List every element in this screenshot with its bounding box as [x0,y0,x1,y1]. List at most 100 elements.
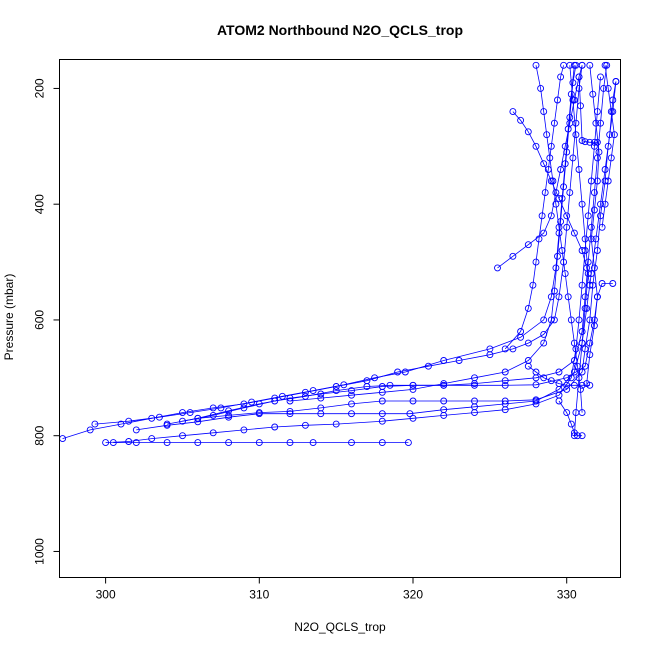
data-point [604,84,612,92]
data-point [587,223,595,231]
data-point [567,316,575,324]
data-point [440,380,448,388]
data-point [575,316,583,324]
data-point [125,438,133,445]
data-point [386,381,394,389]
data-point [209,429,217,437]
data-point [317,394,325,402]
data-point [348,387,355,395]
data-point [606,131,614,139]
series-line-11 [512,111,591,286]
data-point [610,131,618,139]
data-point [538,212,546,220]
y-tick-label: 800 [33,425,47,445]
data-point [348,439,355,447]
data-point [348,410,355,418]
data-point [590,138,598,146]
data-point [563,385,571,393]
data-point [540,339,548,347]
data-point [271,397,279,405]
series-line-7 [182,65,608,422]
data-point [555,194,563,202]
data-point [570,381,578,389]
data-point [378,417,386,425]
data-point [332,420,340,428]
data-point [378,388,386,396]
data-point [555,380,563,388]
data-point [575,166,583,173]
data-point [532,258,540,266]
data-point [597,119,604,127]
data-point [578,137,586,144]
data-point [544,166,552,173]
data-point [547,142,555,150]
data-point [301,392,309,400]
data-point [578,200,586,208]
data-point [532,381,540,389]
data-point [581,247,589,254]
data-point [225,411,233,419]
data-point [570,357,578,364]
data-point [563,223,571,231]
data-point [547,212,555,220]
data-point [586,339,594,347]
data-point [501,397,509,405]
data-point [560,258,568,266]
data-point [163,420,171,428]
y-tick-label: 1000 [33,538,47,565]
data-point [581,362,589,370]
data-point [564,293,572,301]
data-point [186,409,194,417]
data-point [590,206,598,214]
data-point [566,119,574,127]
data-point [589,90,597,98]
data-point [271,423,279,431]
data-point [597,73,604,81]
data-point [612,78,620,85]
data-point [558,247,566,254]
data-point [578,247,586,254]
data-point [309,439,317,447]
data-point [567,374,575,382]
data-point [471,397,478,405]
data-point [566,189,574,197]
data-point [240,400,248,408]
data-point [597,212,604,220]
data-point [517,328,525,335]
data-point [524,304,532,312]
data-point [592,235,600,243]
series-line-12 [535,65,583,413]
data-point [604,142,612,150]
data-point [566,61,574,69]
data-point [517,116,525,124]
data-point [578,339,586,347]
data-point [501,377,509,385]
data-point [524,241,532,249]
data-point [86,426,94,434]
data-point [278,392,286,400]
data-point [532,368,540,376]
data-point [593,108,601,116]
data-point [501,400,509,408]
data-point [255,409,263,417]
data-point [501,381,509,389]
data-point [561,160,569,168]
data-point [555,368,563,376]
data-point [155,413,163,421]
data-point [540,160,548,168]
data-point [590,189,598,197]
data-point [607,154,615,162]
data-point [440,406,448,414]
data-point [547,377,555,385]
data-point [561,142,569,150]
data-point [601,200,609,208]
data-point [601,166,609,173]
data-point [301,421,309,429]
data-point [532,61,540,69]
data-point [540,374,548,382]
data-point [537,84,545,92]
data-point [409,414,417,422]
data-point [550,287,558,295]
data-point [240,426,248,434]
